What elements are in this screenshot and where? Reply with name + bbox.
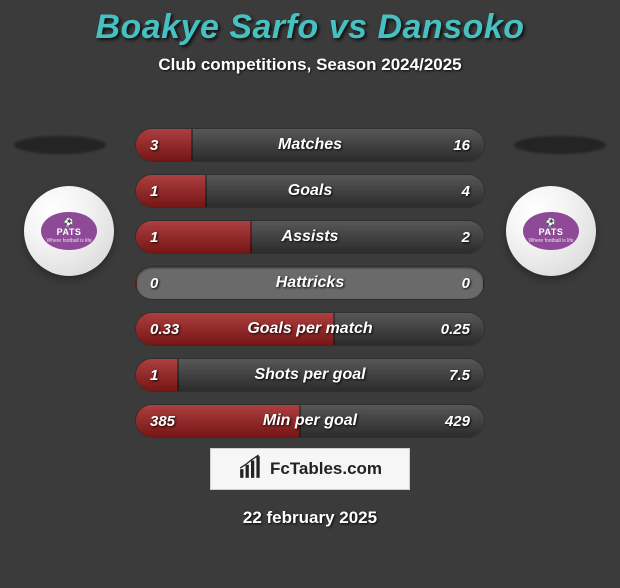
stat-label: Min per goal bbox=[136, 405, 484, 437]
avatar-shadow-right bbox=[514, 136, 606, 154]
soccer-ball-icon: ⚽ bbox=[64, 219, 74, 227]
player-left-badge-text: PATS bbox=[57, 228, 82, 237]
stat-row: 0.330.25Goals per match bbox=[135, 312, 485, 346]
player-right-avatar: ⚽ PATS Where football is life bbox=[506, 186, 596, 276]
player-right-badge-text: PATS bbox=[539, 228, 564, 237]
page-subtitle: Club competitions, Season 2024/2025 bbox=[0, 55, 620, 75]
stat-label: Goals per match bbox=[136, 313, 484, 345]
stat-row: 00Hattricks bbox=[135, 266, 485, 300]
page-title: Boakye Sarfo vs Dansoko bbox=[0, 8, 620, 47]
bar-chart-icon bbox=[238, 454, 264, 485]
fctables-logo-text: FcTables.com bbox=[270, 459, 382, 479]
stat-row: 17.5Shots per goal bbox=[135, 358, 485, 392]
fctables-logo: FcTables.com bbox=[210, 448, 410, 490]
stat-label: Assists bbox=[136, 221, 484, 253]
footer-date: 22 february 2025 bbox=[0, 508, 620, 528]
stats-container: 316Matches 14Goals 12Assists 00Hattricks 0.3… bbox=[135, 128, 485, 450]
stat-label: Goals bbox=[136, 175, 484, 207]
stat-label: Matches bbox=[136, 129, 484, 161]
stat-row: 12Assists bbox=[135, 220, 485, 254]
player-left-avatar: ⚽ PATS Where football is life bbox=[24, 186, 114, 276]
soccer-ball-icon: ⚽ bbox=[546, 219, 556, 227]
stat-row: 385429Min per goal bbox=[135, 404, 485, 438]
stat-row: 14Goals bbox=[135, 174, 485, 208]
avatar-shadow-left bbox=[14, 136, 106, 154]
player-right-badge-sub: Where football is life bbox=[528, 239, 573, 244]
stat-label: Hattricks bbox=[136, 267, 484, 299]
stat-label: Shots per goal bbox=[136, 359, 484, 391]
player-left-badge-sub: Where football is life bbox=[46, 239, 91, 244]
stat-row: 316Matches bbox=[135, 128, 485, 162]
player-left-badge: ⚽ PATS Where football is life bbox=[41, 212, 97, 250]
player-right-badge: ⚽ PATS Where football is life bbox=[523, 212, 579, 250]
